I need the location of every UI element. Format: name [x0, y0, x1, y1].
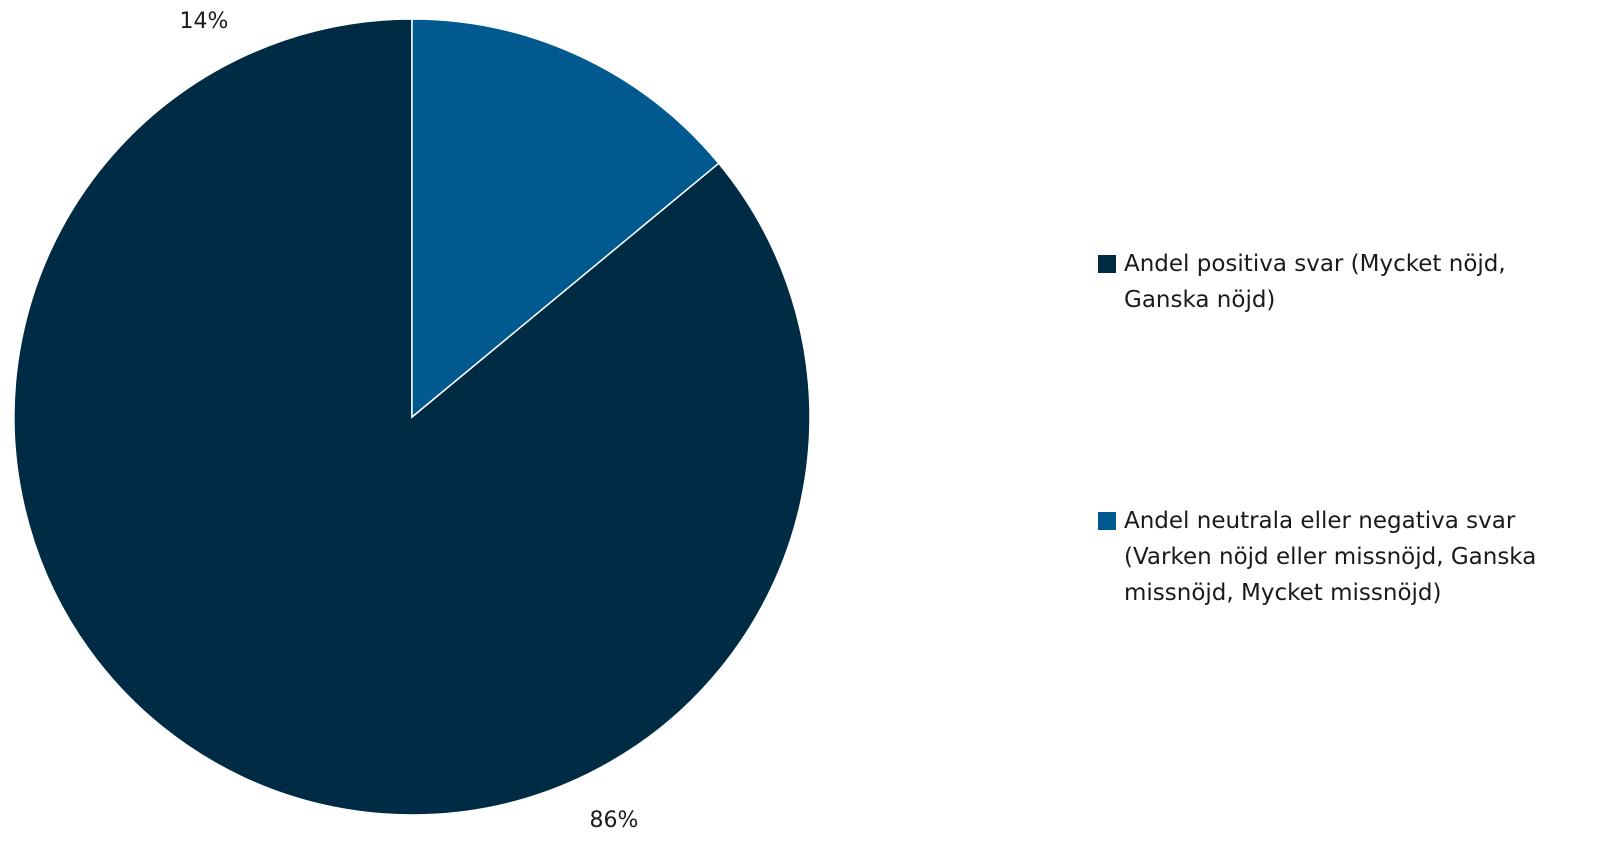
pie-data-labels: 86% 14%: [180, 9, 639, 833]
data-label-neutral-negative: 14%: [180, 9, 229, 34]
pie-slice-neutral-negative: [411, 18, 720, 419]
legend-label-positive: Andel positiva svar (Mycket nöjd, Ganska…: [1124, 251, 1506, 313]
pie-slices: [13, 18, 811, 816]
legend-item-positive: Andel positiva svar (Mycket nöjd, Ganska…: [1098, 246, 1604, 318]
legend-swatch-positive: [1098, 255, 1116, 273]
legend-label-neutral-negative: Andel neutrala eller negativa svar (Vark…: [1124, 508, 1537, 606]
pie-chart: 86% 14%: [13, 9, 811, 833]
legend-item-neutral-negative: Andel neutrala eller negativa svar (Vark…: [1098, 503, 1604, 611]
data-label-positive: 86%: [590, 808, 639, 833]
legend-swatch-neutral-negative: [1098, 512, 1116, 530]
